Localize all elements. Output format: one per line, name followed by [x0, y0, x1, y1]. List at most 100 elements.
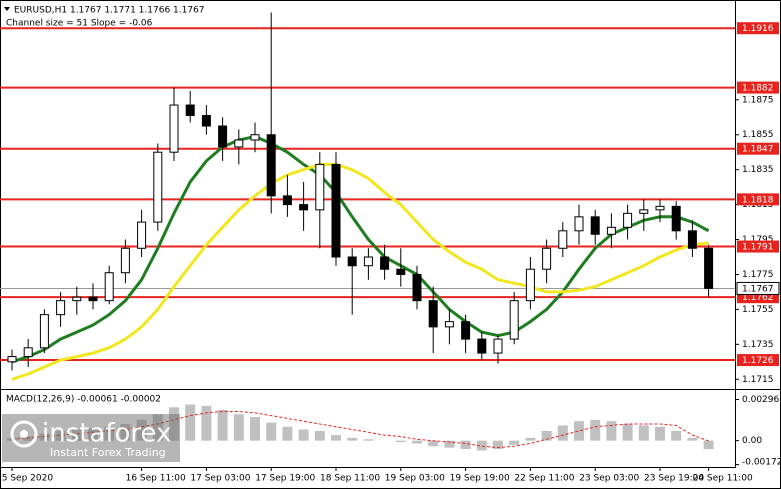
macd-bar [541, 430, 552, 441]
watermark-brand: instaforex [42, 419, 171, 449]
candle-body [7, 356, 17, 363]
x-tick-label: 23 Sep 03:00 [579, 474, 639, 484]
x-tick-label: 24 Sep 11:00 [693, 474, 753, 484]
candle-body [606, 226, 616, 235]
macd-bar [136, 419, 147, 441]
macd-bar [476, 440, 487, 451]
candle-body [137, 221, 147, 249]
macd-bar [298, 429, 309, 441]
macd-bar [428, 440, 439, 447]
candle-body [655, 205, 665, 211]
macd-bar [169, 407, 179, 441]
candle-body [380, 256, 390, 270]
current-price-bg [736, 281, 780, 295]
macd-bar [120, 423, 131, 441]
candle-body [639, 209, 649, 214]
x-tick-label: 22 Sep 11:00 [514, 474, 574, 484]
macd-bar [655, 426, 665, 441]
macd-bar [55, 430, 66, 441]
macd-bar [233, 414, 244, 441]
x-tick-label: 17 Sep 03:00 [190, 474, 250, 484]
candle-body [542, 247, 552, 270]
x-tick-label: 15 Sep 2020 [0, 474, 53, 484]
y-tick-label: 1.1855 [742, 130, 774, 140]
candle-body [218, 125, 228, 148]
candle-body [282, 195, 292, 206]
macd-bar [201, 405, 212, 441]
macd-bar [622, 423, 633, 441]
candle-body [104, 272, 114, 302]
candle-body [120, 247, 130, 274]
x-tick-label: 23 Sep 19:00 [644, 474, 704, 484]
candle-body [56, 300, 66, 316]
candle-body [347, 256, 357, 267]
level-label-bg [737, 81, 779, 94]
y-tick-label: 1.1875 [742, 95, 774, 105]
level-label: 1.1726 [742, 356, 774, 366]
macd-title: MACD(12,26,9) -0.00061 -0.00002 [6, 395, 161, 405]
candle-body [23, 347, 33, 358]
watermark-bg [2, 414, 180, 462]
level-label: 1.1762 [742, 293, 774, 303]
candle-body [623, 212, 633, 228]
candle-body [687, 230, 697, 249]
watermark: instaforex Instant Forex Trading [2, 414, 180, 462]
macd-bar [525, 437, 536, 441]
chart-title: EURUSD,H1 1.1767 1.1771 1.1766 1.1767 [14, 6, 205, 16]
y-tick-label: 1.1775 [742, 270, 774, 280]
macd-bar [23, 436, 34, 441]
plot-layer: 1.18751.18551.18351.18151.17951.17751.17… [0, 12, 781, 484]
y-tick-label: -0.00172 [742, 458, 781, 468]
y-tick-label: 1.1735 [742, 340, 774, 350]
macd-bar [88, 428, 98, 441]
candle-body [331, 163, 341, 258]
macd-bar [460, 440, 471, 450]
candle-body [250, 134, 260, 141]
candle-body [39, 314, 49, 349]
level-label: 1.1882 [742, 84, 774, 94]
candle-body [477, 338, 487, 354]
level-label-bg [737, 142, 779, 155]
candle-body [363, 256, 373, 267]
watermark-logo-dot [20, 430, 28, 438]
macd-bar [703, 440, 714, 450]
macd-bar [606, 421, 617, 441]
macd-bar [104, 426, 115, 441]
macd-bar [266, 422, 277, 441]
macd-bar [412, 440, 422, 444]
level-label: 1.1818 [742, 195, 774, 205]
candle-body [428, 300, 438, 328]
macd-bar [152, 414, 163, 441]
candle-body [525, 268, 535, 302]
level-label-bg [737, 354, 779, 367]
macd-bar [395, 440, 406, 443]
level-label: 1.1847 [742, 145, 774, 155]
moving-average [11, 134, 710, 364]
candle-body [704, 247, 714, 289]
macd-bar [574, 421, 584, 441]
chart-subtitle: Channel size = 51 Slope = -0.06 [6, 19, 153, 29]
macd-bar [250, 417, 260, 441]
candle-body [315, 163, 325, 211]
macd-bar [71, 429, 82, 441]
candle-body [266, 134, 276, 197]
menu-icon [4, 7, 10, 11]
candle-body [72, 296, 82, 302]
x-tick-label: 19 Sep 03:00 [385, 474, 445, 484]
candle-body [169, 104, 179, 153]
macd-bar [363, 439, 374, 441]
macd-bar [39, 433, 50, 441]
macd-bar [590, 419, 601, 441]
level-label: 1.1791 [742, 243, 774, 253]
x-tick-label: 18 Sep 11:00 [320, 474, 380, 484]
candle-body [558, 230, 568, 249]
x-tick-label: 19 Sep 19:00 [450, 474, 510, 484]
candle-body [493, 338, 503, 354]
y-tick-label: 1.1755 [742, 305, 774, 315]
candle-body [671, 205, 681, 232]
macd-bar [671, 430, 682, 441]
x-tick-label: 16 Sep 11:00 [126, 474, 186, 484]
macd-bar [687, 437, 698, 441]
candle-body [234, 139, 244, 148]
